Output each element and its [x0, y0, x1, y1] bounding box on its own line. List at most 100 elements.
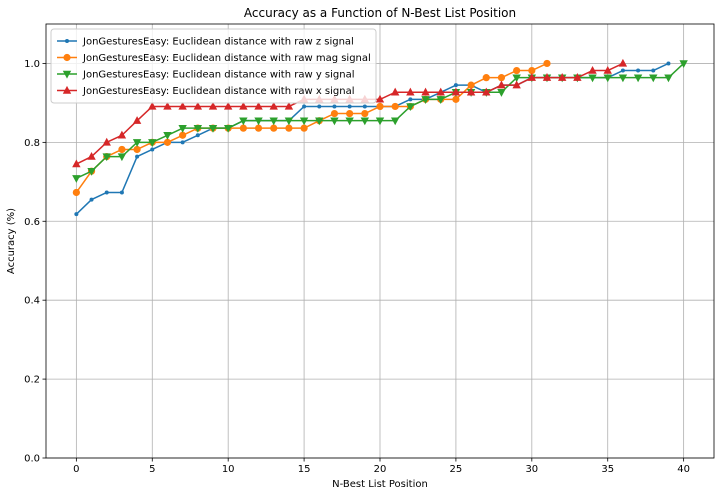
series-layer	[72, 58, 688, 217]
data-point	[620, 68, 625, 73]
data-point	[497, 80, 506, 89]
legend-box	[50, 28, 377, 104]
data-point	[482, 74, 490, 82]
data-point	[269, 101, 278, 110]
data-point	[557, 73, 567, 81]
data-point	[453, 83, 458, 88]
data-point	[269, 117, 278, 126]
data-point	[87, 151, 96, 160]
data-point	[254, 101, 263, 110]
data-point	[179, 131, 187, 139]
y-axis-title: Accuracy (%)	[6, 208, 17, 274]
data-point	[543, 59, 551, 68]
data-point	[330, 117, 339, 126]
data-point	[239, 101, 248, 110]
x-tick-label: 30	[525, 464, 538, 475]
y-tick-label: 0.0	[24, 454, 40, 465]
data-point	[118, 145, 126, 154]
data-point	[193, 101, 203, 110]
data-point	[375, 117, 385, 126]
data-point	[347, 104, 352, 109]
legend-label: JonGesturesEasy: Euclidean distance with…	[82, 70, 355, 81]
data-point	[452, 95, 460, 103]
y-tick-label: 0.4	[24, 296, 40, 307]
data-point	[239, 117, 248, 126]
series-jongestureseasy-euclidean-distance-with-raw-mag-signal	[72, 59, 551, 197]
data-point	[178, 101, 187, 110]
data-point	[603, 74, 612, 83]
x-tick-label: 40	[677, 464, 690, 475]
data-point	[117, 153, 127, 162]
data-point	[376, 102, 384, 111]
data-point	[163, 138, 172, 146]
data-point	[208, 124, 218, 133]
data-point	[104, 190, 109, 195]
data-point	[239, 124, 247, 132]
data-point	[375, 94, 385, 103]
data-point	[664, 74, 673, 83]
data-point	[633, 74, 643, 83]
data-point	[406, 87, 415, 96]
legend-marker	[63, 53, 71, 62]
x-tick-label: 5	[149, 464, 155, 475]
data-point	[421, 87, 430, 96]
x-tick-label: 25	[450, 464, 463, 475]
legend-label: JonGesturesEasy: Euclidean distance with…	[82, 86, 355, 97]
data-point	[451, 87, 461, 96]
data-point	[467, 81, 475, 89]
data-point	[497, 89, 506, 97]
x-tick-label: 15	[298, 464, 311, 475]
data-point	[513, 66, 521, 75]
data-point	[302, 104, 307, 109]
data-point	[270, 124, 278, 132]
data-point	[72, 188, 80, 197]
data-point	[72, 159, 81, 168]
data-point	[390, 117, 400, 126]
data-point	[527, 73, 537, 81]
data-point	[345, 117, 354, 126]
data-point	[72, 175, 81, 183]
legend-marker	[62, 70, 72, 79]
data-point	[119, 190, 124, 195]
data-point	[163, 101, 172, 110]
data-point	[300, 124, 308, 132]
series-jongestureseasy-euclidean-distance-with-raw-y-signal	[72, 60, 688, 183]
data-point	[512, 74, 521, 83]
data-point	[666, 61, 671, 66]
data-point	[284, 117, 294, 126]
data-point	[588, 65, 597, 74]
chart-legend: JonGesturesEasy: Euclidean distance with…	[50, 28, 377, 104]
y-tick-label: 0.8	[24, 138, 40, 149]
data-point	[102, 137, 111, 146]
data-point	[150, 147, 155, 152]
legend-marker	[62, 85, 72, 94]
data-point	[421, 96, 430, 104]
data-point	[512, 80, 521, 89]
data-point	[332, 104, 337, 109]
data-point	[317, 104, 322, 109]
data-point	[497, 74, 506, 82]
data-point	[436, 96, 445, 104]
data-point	[679, 60, 688, 69]
data-point	[436, 87, 445, 96]
data-point	[390, 87, 400, 96]
data-point	[651, 68, 656, 73]
data-point	[588, 74, 597, 83]
data-point	[315, 117, 324, 126]
data-point	[133, 145, 141, 154]
x-tick-label: 35	[601, 464, 614, 475]
data-point	[195, 133, 200, 138]
data-point	[254, 117, 263, 126]
data-point	[482, 87, 491, 96]
chart-title: Accuracy as a Function of N-Best List Po…	[244, 6, 516, 20]
data-point	[74, 212, 79, 217]
y-tick-label: 0.6	[24, 217, 40, 228]
data-point	[528, 66, 536, 75]
y-tick-label: 0.2	[24, 375, 40, 386]
axis-ticks: 0 5 10 15 20 25 30 35 40 0.0 0.2 0.4 0.6 0.8 1.0	[24, 59, 690, 475]
data-point	[330, 109, 339, 118]
data-point	[408, 97, 413, 102]
data-point	[89, 197, 94, 202]
data-point	[148, 101, 157, 110]
